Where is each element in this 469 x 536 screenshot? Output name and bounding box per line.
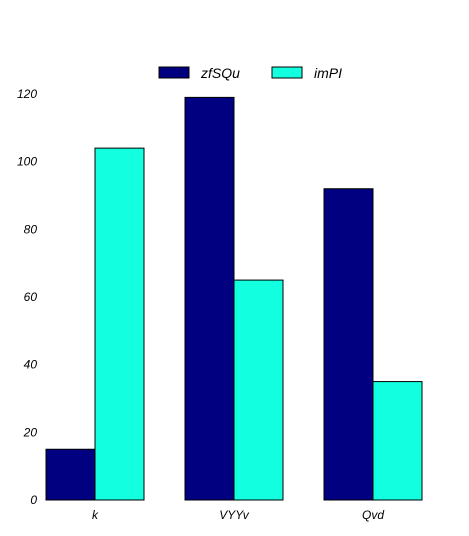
x-tick-label: k [92,508,99,522]
y-axis: 0 20 40 60 80 100 120 [17,87,37,507]
legend-label: imPI [314,65,342,81]
bar-zfSQu-VYYv [184,96,235,501]
bar-imPI-VYYv [233,279,284,501]
y-tick-label: 60 [24,290,38,304]
bar-imPI-Qvd [372,381,423,501]
legend-swatch [158,66,190,79]
bar-imPI-k [94,147,145,501]
y-tick-label: 80 [24,222,38,236]
x-axis: k VYYv Qvd [92,508,384,522]
x-tick-label: VYYv [219,508,250,522]
y-tick-label: 120 [17,87,37,101]
y-tick-label: 100 [17,155,37,169]
bar-zfSQu-Qvd [323,188,374,501]
bar-zfSQu-k [45,448,96,501]
plot-area [45,96,423,501]
y-tick-label: 20 [23,425,38,439]
legend-label: zfSQu [200,65,240,81]
legend: zfSQu imPI [158,65,342,81]
y-tick-label: 0 [30,493,37,507]
x-tick-label: Qvd [362,508,384,522]
y-tick-label: 40 [24,358,38,372]
legend-swatch [271,66,303,79]
